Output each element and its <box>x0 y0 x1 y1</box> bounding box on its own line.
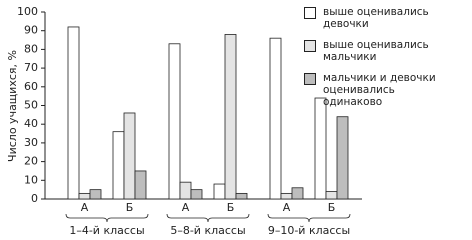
x-tick-label: А <box>182 201 190 214</box>
group-bracket <box>166 213 250 223</box>
bar <box>235 192 248 200</box>
y-tick-label: 20 <box>24 155 38 168</box>
bar <box>280 192 293 200</box>
bar <box>168 43 181 200</box>
legend-swatch <box>304 73 316 85</box>
bar <box>314 97 327 200</box>
bar <box>269 37 282 200</box>
bar <box>224 34 237 200</box>
x-tick-label: Б <box>227 201 235 214</box>
legend-item: выше оценивались девочки <box>304 6 470 30</box>
legend-item: выше оценивались мальчики <box>304 39 470 63</box>
bar <box>134 170 147 200</box>
y-tick-label: 100 <box>17 5 38 18</box>
legend-label: выше оценивались мальчики <box>323 39 429 63</box>
bar <box>190 189 203 200</box>
y-axis-label: Число учащихся, % <box>6 50 19 162</box>
x-tick-label: А <box>81 201 89 214</box>
bar <box>112 131 125 200</box>
bar <box>291 187 304 200</box>
x-tick-label: А <box>283 201 291 214</box>
y-tick-label: 60 <box>24 80 38 93</box>
bar <box>123 112 136 200</box>
legend-label: мальчики и девочки оценивались одинаково <box>323 72 436 108</box>
x-tick-label: Б <box>126 201 134 214</box>
y-tick-label: 80 <box>24 42 38 55</box>
y-tick-label: 40 <box>24 117 38 130</box>
y-tick-label: 50 <box>24 99 38 112</box>
x-tick-label: Б <box>328 201 336 214</box>
group-bracket <box>65 213 149 223</box>
legend-label: выше оценивались девочки <box>323 6 429 30</box>
legend: выше оценивались девочки выше оценивались… <box>304 6 470 117</box>
group-label: 1–4-й классы <box>69 224 144 237</box>
bar <box>213 183 226 200</box>
group-label: 5–8-й классы <box>170 224 245 237</box>
bar <box>325 191 338 200</box>
bar <box>179 181 192 200</box>
bar <box>336 116 349 200</box>
y-tick-label: 0 <box>31 192 38 205</box>
bar <box>67 26 80 200</box>
group-label: 9–10-й классы <box>268 224 350 237</box>
y-tick-label: 70 <box>24 61 38 74</box>
y-tick-label: 30 <box>24 136 38 149</box>
legend-swatch <box>304 7 316 19</box>
legend-swatch <box>304 40 316 52</box>
legend-item: мальчики и девочки оценивались одинаково <box>304 72 470 108</box>
y-tick-label: 10 <box>24 173 38 186</box>
y-tick-label: 90 <box>24 24 38 37</box>
group-bracket <box>267 213 351 223</box>
bar <box>89 189 102 200</box>
bar <box>78 192 91 200</box>
